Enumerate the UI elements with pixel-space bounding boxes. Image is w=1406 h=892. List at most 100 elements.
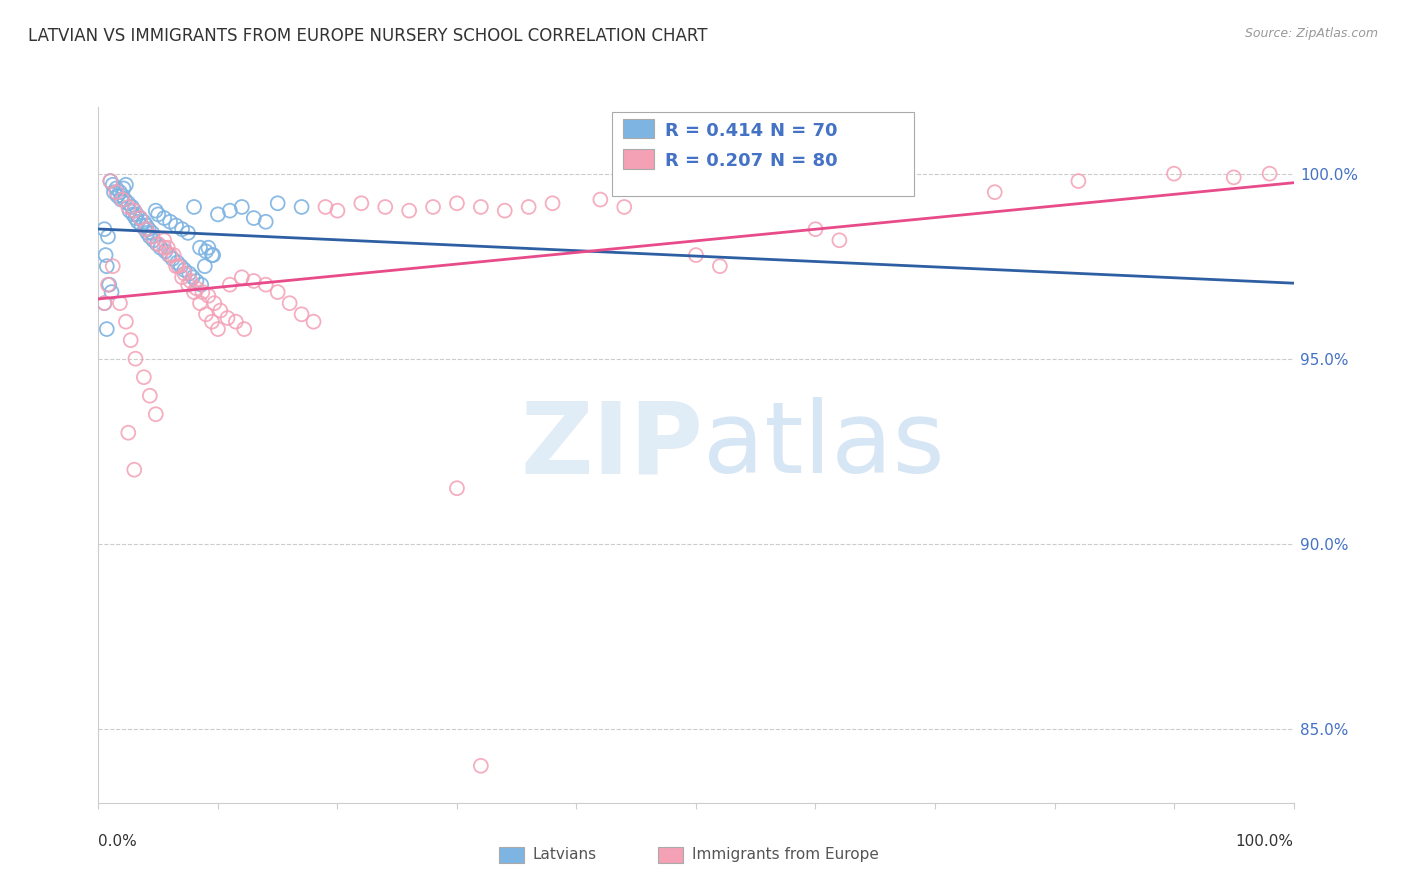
Point: [115, 315, 138, 329]
Point: [96, 322, 118, 336]
Point: [170, 259, 193, 273]
Point: [613, 200, 636, 214]
Point: [202, 248, 225, 262]
Point: [153, 241, 176, 255]
Point: [124, 211, 146, 225]
Text: Latvians: Latvians: [533, 847, 598, 862]
Point: [122, 207, 145, 221]
Text: atlas: atlas: [703, 398, 945, 494]
Point: [135, 219, 157, 233]
Point: [195, 307, 218, 321]
Point: [191, 285, 214, 299]
Point: [135, 222, 157, 236]
Point: [110, 193, 132, 207]
Point: [96, 259, 118, 273]
Point: [98, 277, 121, 292]
Point: [267, 196, 290, 211]
Point: [217, 310, 239, 325]
Text: R = 0.207: R = 0.207: [665, 152, 763, 169]
Point: [93, 296, 115, 310]
Point: [97, 229, 120, 244]
Point: [186, 274, 208, 288]
Point: [98, 174, 122, 188]
Point: [709, 259, 731, 273]
Point: [172, 222, 194, 236]
Point: [141, 229, 163, 244]
Point: [166, 255, 188, 269]
Point: [108, 185, 131, 199]
Point: [134, 222, 156, 236]
Point: [225, 315, 247, 329]
Point: [129, 211, 152, 225]
Point: [131, 219, 153, 233]
Point: [984, 185, 1007, 199]
Point: [315, 200, 337, 214]
Point: [112, 181, 135, 195]
Point: [165, 259, 187, 273]
Point: [804, 222, 827, 236]
Point: [202, 296, 225, 310]
Point: [155, 244, 177, 259]
Point: [124, 351, 146, 366]
Point: [219, 277, 242, 292]
Point: [209, 303, 232, 318]
Point: [172, 270, 194, 285]
Point: [117, 200, 139, 214]
Text: Immigrants from Europe: Immigrants from Europe: [692, 847, 879, 862]
Point: [398, 203, 420, 218]
Point: [105, 185, 128, 199]
Point: [179, 267, 201, 281]
Point: [162, 252, 184, 266]
Point: [589, 193, 612, 207]
Point: [120, 333, 142, 347]
Point: [183, 200, 205, 214]
Text: 100.0%: 100.0%: [1236, 834, 1294, 849]
Point: [374, 200, 396, 214]
Point: [231, 270, 253, 285]
Text: LATVIAN VS IMMIGRANTS FROM EUROPE NURSERY SCHOOL CORRELATION CHART: LATVIAN VS IMMIGRANTS FROM EUROPE NURSER…: [28, 27, 707, 45]
Point: [207, 322, 229, 336]
Point: [302, 315, 325, 329]
Point: [173, 263, 195, 277]
Point: [188, 296, 211, 310]
Point: [422, 200, 444, 214]
Point: [267, 285, 290, 299]
Text: R = 0.414: R = 0.414: [665, 121, 763, 139]
Point: [167, 259, 190, 273]
Point: [163, 248, 186, 262]
Point: [1223, 170, 1246, 185]
Point: [101, 178, 124, 192]
Point: [146, 237, 169, 252]
Point: [107, 189, 129, 203]
Point: [828, 233, 851, 247]
Point: [108, 296, 131, 310]
Point: [231, 200, 253, 214]
Point: [98, 174, 122, 188]
Text: 0.0%: 0.0%: [98, 834, 138, 849]
Point: [124, 203, 146, 218]
Point: [145, 203, 167, 218]
Point: [233, 322, 256, 336]
Point: [197, 241, 219, 255]
Point: [141, 226, 163, 240]
Point: [127, 215, 149, 229]
Point: [142, 233, 165, 247]
Point: [125, 207, 148, 221]
Point: [541, 196, 564, 211]
Point: [93, 222, 115, 236]
Point: [470, 200, 492, 214]
Point: [124, 463, 146, 477]
Text: ZIP: ZIP: [520, 398, 703, 494]
Point: [197, 289, 219, 303]
Point: [118, 203, 141, 218]
Point: [97, 277, 120, 292]
Point: [111, 193, 134, 207]
Point: [149, 241, 172, 255]
Point: [194, 259, 217, 273]
Point: [243, 211, 266, 225]
Point: [219, 203, 242, 218]
Point: [117, 425, 139, 440]
Point: [148, 207, 170, 221]
Point: [201, 248, 224, 262]
Point: [139, 389, 162, 403]
